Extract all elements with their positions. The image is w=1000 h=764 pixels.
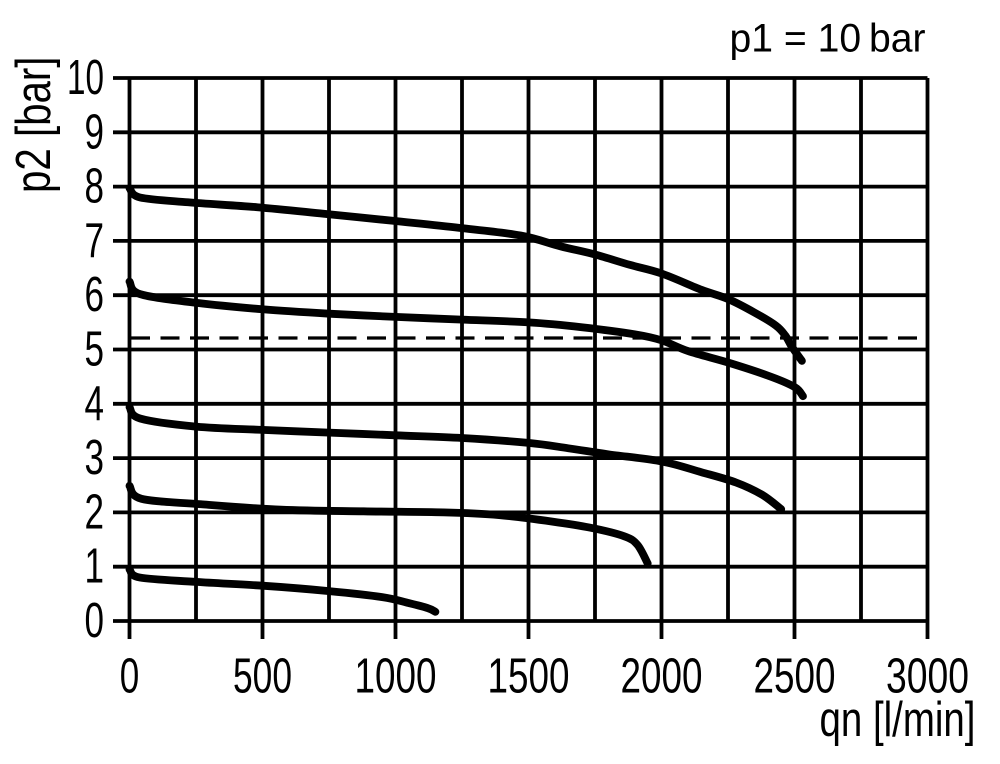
svg-text:5: 5 bbox=[85, 323, 105, 377]
svg-text:6: 6 bbox=[85, 268, 105, 322]
svg-text:500: 500 bbox=[233, 650, 292, 704]
svg-text:9: 9 bbox=[85, 105, 105, 159]
svg-text:7: 7 bbox=[85, 214, 105, 268]
svg-text:0: 0 bbox=[120, 650, 140, 704]
svg-text:10: 10 bbox=[67, 51, 104, 105]
svg-text:p1 = 10 bar: p1 = 10 bar bbox=[730, 17, 926, 61]
svg-text:qn [l/min]: qn [l/min] bbox=[820, 693, 976, 747]
svg-text:1000: 1000 bbox=[355, 650, 437, 704]
svg-text:0: 0 bbox=[85, 594, 105, 648]
svg-text:2: 2 bbox=[85, 485, 105, 539]
svg-text:3: 3 bbox=[85, 431, 105, 485]
svg-text:1500: 1500 bbox=[488, 650, 570, 704]
svg-text:8: 8 bbox=[85, 160, 105, 214]
svg-text:2000: 2000 bbox=[621, 650, 703, 704]
svg-text:1: 1 bbox=[85, 540, 105, 594]
svg-text:4: 4 bbox=[85, 377, 105, 431]
svg-text:2500: 2500 bbox=[754, 650, 836, 704]
svg-text:p2 [bar]: p2 [bar] bbox=[7, 57, 61, 194]
svg-text:3000: 3000 bbox=[886, 650, 969, 704]
